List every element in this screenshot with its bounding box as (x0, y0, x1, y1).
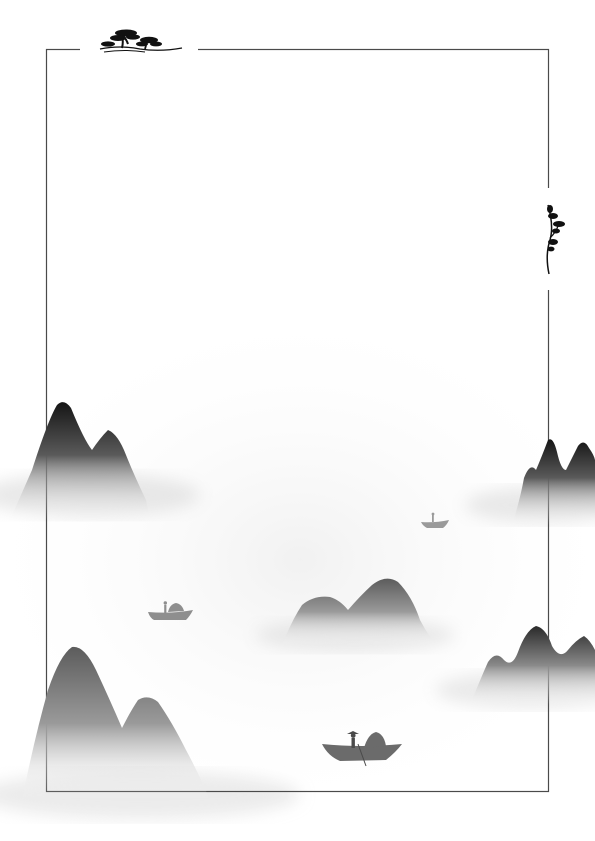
boat-bottom (322, 731, 402, 767)
page-frame (45, 48, 550, 793)
pine-tree-icon (546, 204, 565, 275)
mountain-left-lower (22, 646, 210, 800)
mountain-right-middle (512, 439, 595, 525)
boat-right (421, 512, 449, 528)
mountain-center (282, 578, 436, 645)
boat-left (148, 601, 193, 620)
mountain-left-middle (10, 402, 150, 520)
mountain-right-lower (470, 626, 595, 705)
pine-tree-icon (99, 29, 183, 53)
frame-gap (542, 188, 556, 290)
